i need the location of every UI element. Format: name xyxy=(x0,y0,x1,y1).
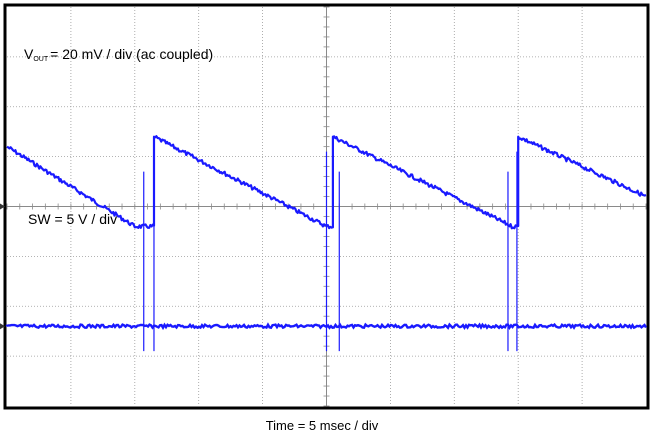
traces xyxy=(5,135,648,352)
vout-label-prefix: V xyxy=(24,46,34,62)
vout-channel-label: VOUT = 20 mV / div (ac coupled) xyxy=(24,46,213,63)
sw-baseline-trace xyxy=(5,322,648,331)
x-axis-label: Time = 5 msec / div xyxy=(266,418,379,433)
channel-markers xyxy=(0,203,5,330)
sw-channel-label: SW = 5 V / div xyxy=(28,211,117,227)
vout-ground-marker xyxy=(0,203,5,210)
vout-label-subscript: OUT xyxy=(33,56,49,63)
sw-ground-marker xyxy=(0,323,5,330)
vout-label-scale: = 20 mV / div (ac coupled) xyxy=(50,46,213,62)
